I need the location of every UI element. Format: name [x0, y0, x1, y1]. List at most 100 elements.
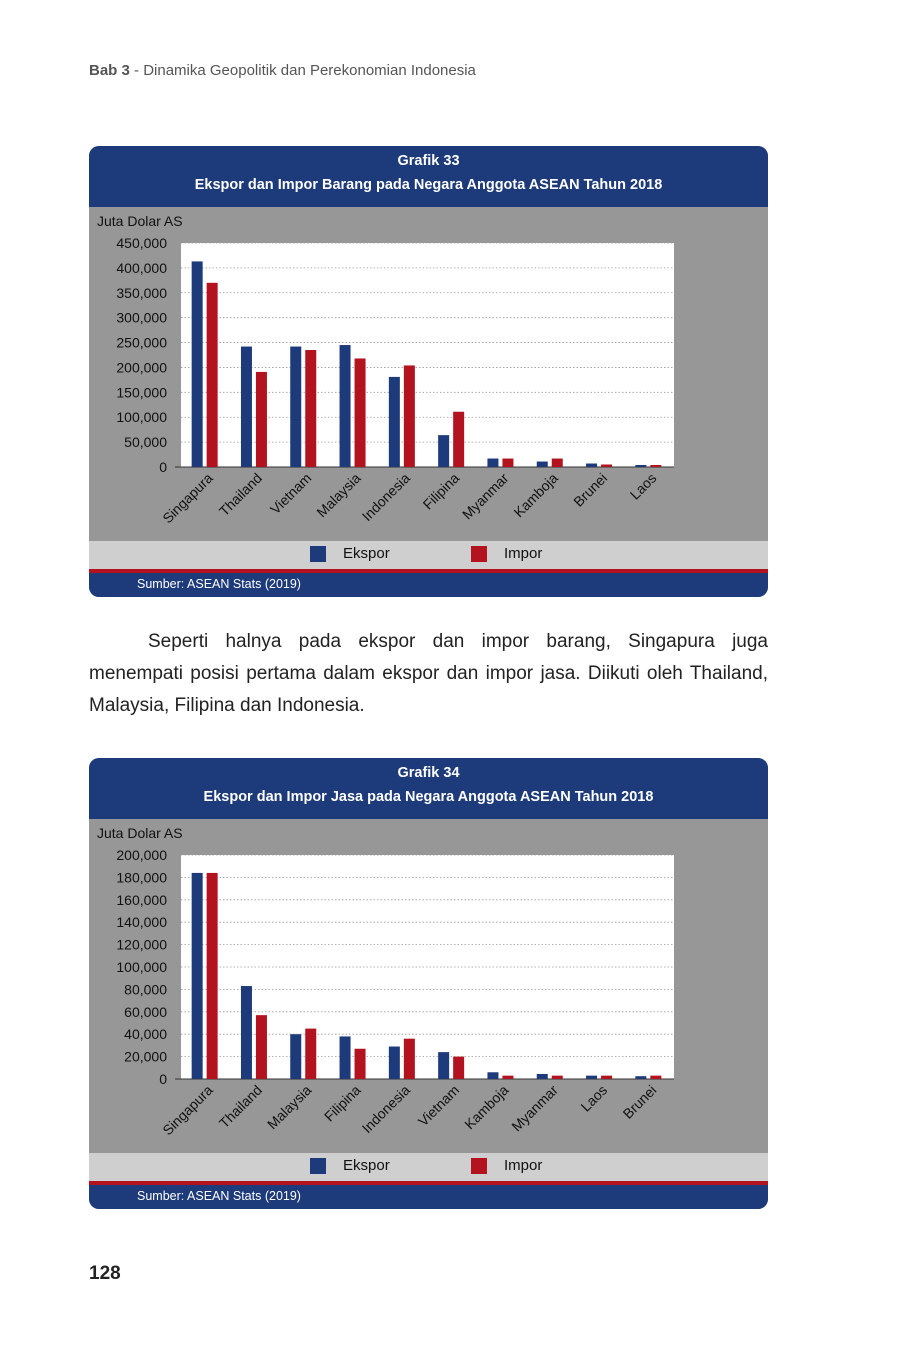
bar-impor — [453, 411, 465, 467]
y-tick-label: 160,000 — [116, 892, 167, 908]
bar-ekspor — [240, 346, 252, 467]
x-tick-label: Myanmar — [508, 1082, 561, 1135]
x-tick-label: Singapura — [159, 1082, 216, 1139]
y-tick-label: 100,000 — [116, 959, 167, 975]
x-tick-label: Singapura — [159, 470, 216, 527]
chart-header: Grafik 34 Ekspor dan Impor Jasa pada Neg… — [89, 758, 768, 819]
x-tick-label: Filipina — [420, 470, 463, 513]
bar-ekspor — [388, 376, 400, 467]
bar-impor — [601, 1075, 613, 1079]
y-tick-label: 350,000 — [116, 285, 167, 301]
chart-title: Ekspor dan Impor Jasa pada Negara Anggot… — [203, 789, 654, 805]
bar-impor — [403, 365, 415, 467]
chart-number: Grafik 33 — [397, 153, 460, 169]
chart-grafik-33: Grafik 33 Ekspor dan Impor Barang pada N… — [89, 146, 768, 597]
bar-ekspor — [191, 261, 203, 467]
legend-ekspor-label: Ekspor — [343, 545, 390, 562]
y-tick-label: 120,000 — [116, 937, 167, 953]
legend-ekspor-swatch — [310, 546, 326, 562]
bar-ekspor — [240, 986, 252, 1079]
bar-impor — [403, 1038, 415, 1079]
bar-impor — [206, 872, 218, 1079]
x-tick-label: Myanmar — [459, 470, 512, 523]
bar-ekspor — [191, 872, 203, 1079]
x-tick-label: Brunei — [570, 470, 610, 510]
page-number: 128 — [89, 1263, 121, 1284]
x-tick-label: Indonesia — [359, 1082, 413, 1136]
plot-background — [181, 243, 674, 467]
bar-ekspor — [438, 435, 450, 467]
bar-impor — [354, 358, 366, 467]
chart-title: Ekspor dan Impor Barang pada Negara Angg… — [194, 177, 663, 193]
y-tick-label: 50,000 — [124, 434, 167, 450]
legend-ekspor-label: Ekspor — [343, 1157, 390, 1174]
x-tick-label: Malaysia — [313, 470, 364, 521]
bar-impor — [551, 458, 563, 467]
y-tick-label: 100,000 — [116, 409, 167, 425]
body-paragraph: Seperti halnya pada ekspor dan impor bar… — [89, 631, 768, 716]
x-tick-label: Kamboja — [461, 1082, 512, 1133]
bar-impor — [453, 1056, 465, 1079]
x-tick-label: Thailand — [216, 1082, 265, 1131]
bar-impor — [551, 1075, 563, 1079]
legend-impor-swatch — [471, 546, 487, 562]
bar-ekspor — [339, 1036, 351, 1079]
bar-ekspor — [536, 1073, 548, 1079]
x-tick-label: Brunei — [620, 1082, 660, 1122]
y-tick-label: 0 — [159, 1071, 167, 1087]
bar-ekspor — [536, 461, 548, 467]
legend-ekspor-swatch — [310, 1158, 326, 1174]
plot-area: 0 50,000 100,000 150,000 200,000 250,000 300,0… — [116, 235, 674, 527]
bar-ekspor — [290, 1034, 302, 1079]
source-text: Sumber: ASEAN Stats (2019) — [137, 577, 301, 591]
legend: Ekspor Impor — [89, 541, 768, 569]
bar-ekspor — [586, 463, 598, 467]
legend-impor-label: Impor — [504, 1157, 543, 1174]
x-tick-label: Laos — [627, 470, 660, 503]
y-tick-label: 300,000 — [116, 310, 167, 326]
bar-ekspor — [388, 1046, 400, 1079]
bar-ekspor — [635, 1076, 647, 1079]
bar-impor — [650, 1075, 662, 1079]
chart-number: Grafik 34 — [397, 765, 460, 781]
chart-header: Grafik 33 Ekspor dan Impor Barang pada N… — [89, 146, 768, 207]
source-bar: Sumber: ASEAN Stats (2019) — [89, 573, 768, 597]
y-tick-label: 400,000 — [116, 260, 167, 276]
y-tick-label: 150,000 — [116, 384, 167, 400]
y-tick-label: 140,000 — [116, 914, 167, 930]
y-tick-label: 180,000 — [116, 869, 167, 885]
bar-ekspor — [635, 465, 647, 467]
bar-ekspor — [290, 346, 302, 467]
y-axis-label: Juta Dolar AS — [97, 213, 183, 229]
y-tick-label: 200,000 — [116, 847, 167, 863]
bar-ekspor — [487, 1072, 499, 1079]
bar-impor — [255, 371, 267, 467]
header-separator: - — [129, 62, 144, 79]
y-tick-label: 250,000 — [116, 335, 167, 351]
x-tick-label: Laos — [577, 1082, 610, 1115]
y-tick-label: 60,000 — [124, 1004, 167, 1020]
bar-ekspor — [586, 1075, 598, 1079]
y-tick-label: 450,000 — [116, 235, 167, 251]
y-axis-label: Juta Dolar AS — [97, 825, 183, 841]
source-text: Sumber: ASEAN Stats (2019) — [137, 1189, 301, 1203]
x-tick-label: Thailand — [216, 470, 265, 519]
bar-impor — [305, 350, 317, 467]
bar-impor — [305, 1028, 317, 1079]
header-title: Dinamika Geopolitik dan Perekonomian Ind… — [143, 62, 476, 79]
y-tick-label: 200,000 — [116, 359, 167, 375]
y-tick-label: 80,000 — [124, 981, 167, 997]
bar-impor — [354, 1048, 366, 1079]
x-tick-label: Vietnam — [415, 1082, 462, 1129]
divider-line — [89, 1181, 768, 1185]
bar-impor — [502, 1075, 514, 1079]
bar-impor — [502, 458, 514, 467]
legend: Ekspor Impor — [89, 1153, 768, 1181]
bar-ekspor — [438, 1052, 450, 1079]
y-tick-label: 0 — [159, 459, 167, 475]
x-tick-label: Filipina — [321, 1082, 364, 1125]
plot-area: 0 20,000 40,000 60,000 80,000 100,000 120,000 1… — [116, 847, 674, 1139]
chart-grafik-34: Grafik 34 Ekspor dan Impor Jasa pada Neg… — [89, 758, 768, 1209]
legend-impor-label: Impor — [504, 545, 543, 562]
chapter-label: Bab 3 — [89, 62, 130, 79]
